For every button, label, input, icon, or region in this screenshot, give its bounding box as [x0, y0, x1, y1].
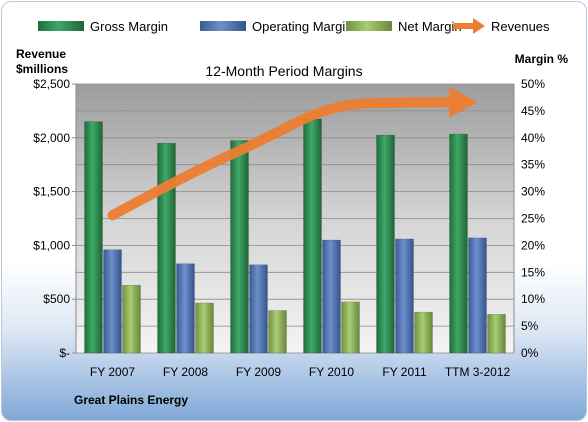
legend-label: Revenues — [491, 19, 550, 34]
y-right-tick-label: 40% — [521, 131, 545, 145]
y-left-label-line2: $millions — [16, 62, 68, 76]
x-tick-label: FY 2010 — [309, 365, 354, 379]
legend-swatch — [346, 21, 392, 31]
legend-label: Gross Margin — [90, 19, 168, 34]
operating-margin-bar — [322, 239, 341, 354]
operating-margin-bar — [176, 263, 195, 354]
revenue-arrowhead — [449, 87, 478, 118]
x-tick-label: FY 2007 — [90, 365, 135, 379]
gross-margin-bar — [157, 142, 176, 354]
operating-margin-bar — [249, 264, 268, 354]
y-right-tick-label: 5% — [521, 319, 539, 333]
gross-margin-bar — [84, 121, 103, 354]
gross-margin-bar — [376, 134, 395, 354]
x-tick-label: FY 2011 — [382, 365, 427, 379]
net-margin-bar — [268, 310, 287, 354]
net-margin-bar — [487, 314, 506, 354]
y-right-tick-label: 10% — [521, 292, 545, 306]
x-tick-label: FY 2008 — [163, 365, 208, 379]
net-margin-bar — [341, 301, 360, 354]
y-right-tick-label: 30% — [521, 185, 545, 199]
y-left-tick-label: $500 — [43, 292, 70, 306]
y-right-tick-label: 50% — [521, 77, 545, 91]
y-right-tick-label: 45% — [521, 104, 545, 118]
y-right-tick-label: 20% — [521, 238, 545, 252]
gross-margin-bar — [449, 133, 468, 354]
legend-revenue-arrowhead — [473, 18, 485, 34]
y-left-tick-label: $1,000 — [33, 238, 70, 252]
bars — [84, 118, 506, 354]
legend-label: Operating Margin — [252, 19, 352, 34]
y-left-label-line1: Revenue — [16, 47, 66, 61]
legend-swatch — [38, 21, 84, 31]
x-tick-label: TTM 3-2012 — [445, 365, 511, 379]
y-left-tick-label: $2,000 — [33, 131, 70, 145]
y-left-tick-label: $- — [59, 346, 70, 360]
legend-label: Net Margin — [398, 19, 462, 34]
y-left-tick-label: $1,500 — [33, 185, 70, 199]
y-left-tick-label: $2,500 — [33, 77, 70, 91]
y-right-tick-label: 25% — [521, 212, 545, 226]
net-margin-bar — [122, 284, 141, 354]
legend: Gross Margin Operating Margin Net Margin Re… — [38, 18, 550, 34]
gross-margin-bar — [303, 118, 322, 354]
operating-margin-bar — [395, 238, 414, 354]
company-name: Great Plains Energy — [74, 393, 188, 407]
y-left-ticks: $- $500 $1,000 $1,500 $2,000 $2,500 — [33, 77, 76, 360]
x-tick-label: FY 2009 — [236, 365, 281, 379]
chart-title: 12-Month Period Margins — [205, 63, 362, 79]
operating-margin-bar — [468, 237, 487, 354]
net-margin-bar — [195, 302, 214, 354]
operating-margin-bar — [103, 249, 122, 354]
y-right-tick-label: 35% — [521, 158, 545, 172]
x-tick-labels: FY 2007 FY 2008 FY 2009 FY 2010 FY 2011 TTM 3… — [90, 365, 511, 379]
y-right-tick-label: 0% — [521, 346, 539, 360]
net-margin-bar — [414, 311, 433, 354]
legend-swatch — [200, 21, 246, 31]
revenue-line — [107, 97, 459, 221]
y-right-label: Margin % — [515, 52, 569, 66]
y-right-tick-label: 15% — [521, 265, 545, 279]
revenue-arrow — [107, 87, 478, 221]
gross-margin-bar — [230, 140, 249, 354]
y-right-ticks: 0% 5% 10% 15% 20% 25% 30% 35% 40% 45% 50% — [521, 77, 545, 360]
